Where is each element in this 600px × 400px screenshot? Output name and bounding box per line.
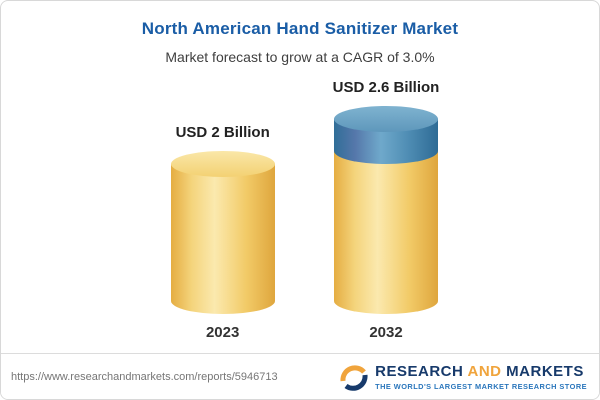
logo-mark-icon [340, 364, 368, 391]
research-and-markets-logo: RESEARCH AND MARKETS THE WORLD'S LARGEST… [339, 362, 587, 392]
chart-plot-area: USD 2 Billion 2023 USD 2.6 Billion 2032 [11, 65, 599, 353]
page-subtitle: Market forecast to grow at a CAGR of 3.0… [165, 49, 435, 65]
chart-header: North American Hand Sanitizer Market Mar… [1, 1, 599, 65]
category-label-2032: 2032 [369, 324, 403, 341]
cylinder-2032 [334, 106, 438, 314]
footer-bar: https://www.researchandmarkets.com/repor… [1, 353, 599, 399]
logo-tagline: THE WORLD'S LARGEST MARKET RESEARCH STOR… [375, 381, 587, 391]
bar-2032: USD 2.6 Billion 2032 [333, 79, 440, 341]
logo-word-and: AND [467, 362, 502, 380]
page-title: North American Hand Sanitizer Market [141, 19, 459, 38]
bar-2032-value-label: USD 2.6 Billion [332, 79, 440, 96]
cylinder-2032-top [334, 106, 438, 132]
cylinder-2032-base-segment [334, 151, 438, 314]
logo-word-research: RESEARCH [375, 362, 464, 380]
logo-word-markets: MARKETS [506, 362, 584, 380]
logo-text: RESEARCH AND MARKETS THE WORLD'S LARGEST… [375, 363, 587, 391]
cylinder-2023-top [170, 151, 275, 177]
category-label-2023: 2023 [205, 324, 240, 341]
cylinder-2023 [170, 151, 275, 314]
logo-wordmark: RESEARCH AND MARKETS [375, 363, 587, 380]
bar-2023: USD 2 Billion 2023 [170, 124, 275, 341]
source-url-link[interactable]: https://www.researchandmarkets.com/repor… [11, 370, 278, 383]
bar-2023-value-label: USD 2 Billion [175, 124, 270, 141]
cylinder-2023-body [170, 164, 275, 314]
